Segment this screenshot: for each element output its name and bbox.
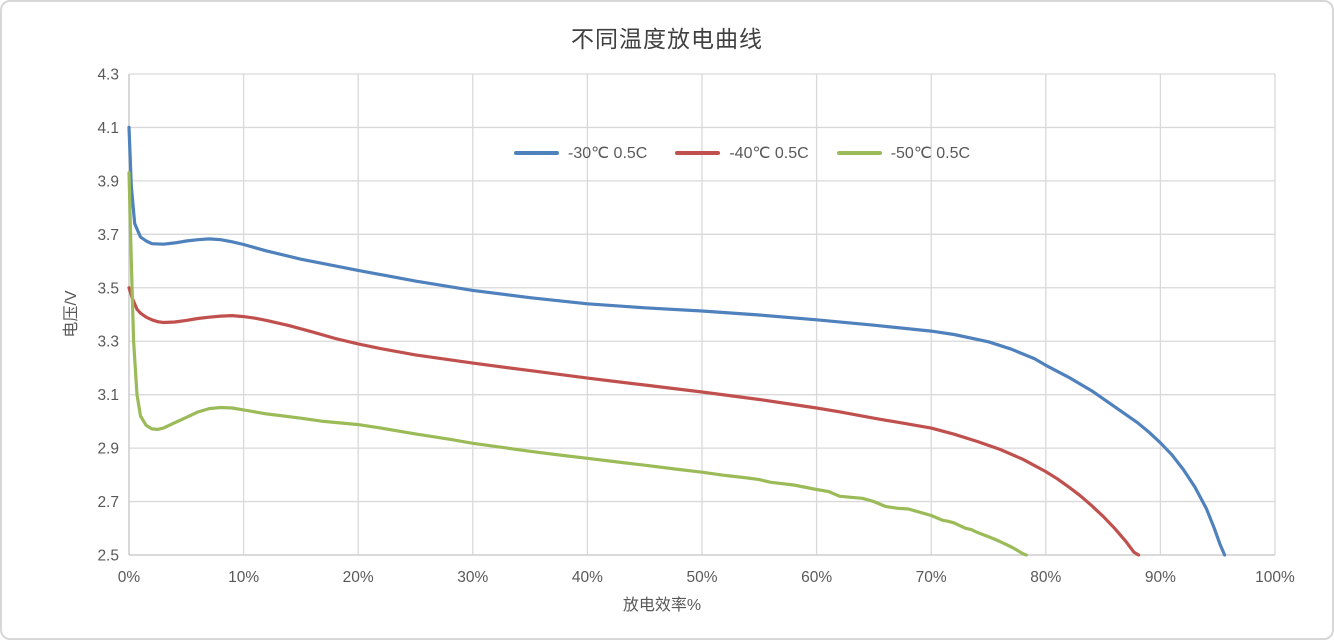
series-line-0 (127, 125, 1227, 557)
series-line-2 (127, 171, 1028, 557)
y-axis-title: 电压/V (63, 290, 80, 338)
y-tick-label: 2.9 (97, 441, 119, 458)
y-tick-label: 3.3 (97, 334, 119, 351)
legend-label: -50℃ 0.5C (890, 145, 971, 162)
y-tick-label: 3.7 (97, 227, 119, 244)
y-tick-label: 3.9 (97, 173, 119, 190)
y-tick-label: 2.7 (97, 494, 119, 511)
x-tick-label: 0% (118, 569, 141, 586)
x-tick-label: 50% (686, 569, 717, 586)
y-tick-label: 3.1 (97, 387, 119, 404)
y-tick-label: 2.5 (97, 548, 119, 565)
legend-item-0: -30℃ 0.5C (514, 143, 647, 163)
chart-title: 不同温度放电曲线 (571, 27, 763, 53)
y-tick-label: 4.1 (97, 120, 119, 137)
x-tick-label: 80% (1030, 569, 1061, 586)
x-axis-title: 放电效率% (622, 597, 702, 614)
x-tick-label: 90% (1145, 569, 1176, 586)
x-tick-label: 30% (457, 569, 488, 586)
legend-swatch-icon (514, 151, 559, 155)
legend-item-1: -40℃ 0.5C (675, 143, 809, 163)
legend-swatch-icon (836, 151, 882, 155)
x-tick-label: 10% (228, 569, 259, 586)
series-line-1 (127, 286, 1141, 557)
legend-label: -40℃ 0.5C (729, 145, 809, 162)
x-tick-label: 20% (343, 569, 374, 586)
y-tick-label: 3.5 (97, 280, 119, 297)
x-tick-label: 60% (801, 569, 832, 586)
x-tick-label: 40% (572, 569, 603, 586)
x-tick-label: 70% (916, 569, 947, 586)
legend: -30℃ 0.5C -40℃ 0.5C -50℃ 0.5C (514, 143, 970, 163)
x-tick-label: 100% (1255, 569, 1295, 586)
legend-swatch-icon (675, 151, 721, 155)
legend-label: -30℃ 0.5C (568, 145, 648, 162)
y-tick-label: 4.3 (97, 67, 119, 84)
legend-item-2: -50℃ 0.5C (836, 143, 971, 163)
